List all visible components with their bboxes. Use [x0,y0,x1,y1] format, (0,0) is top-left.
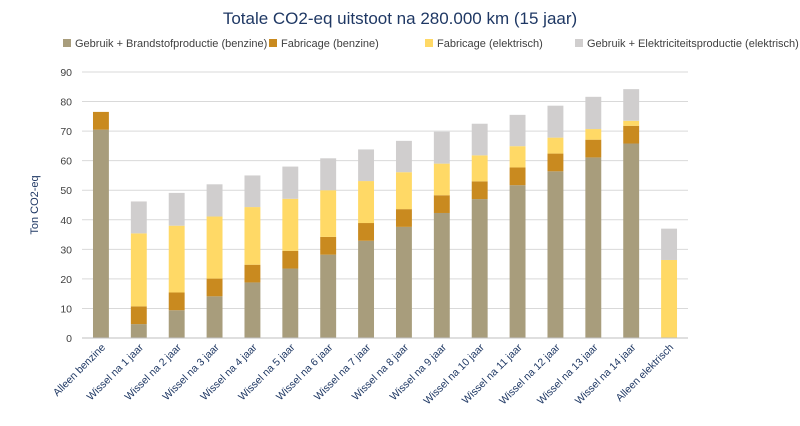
bar-segment-1 [623,143,640,338]
bar-segment-4 [130,201,147,234]
bar-segment-3 [130,233,147,307]
bar-segment-4 [509,114,526,147]
legend-label: Gebruik + Brandstofproductie (benzine) [75,38,267,50]
bar-segment-2 [244,264,261,283]
bar-segment-4 [395,140,412,173]
y-tick-label: 70 [60,126,72,138]
bar-segment-1 [244,282,261,338]
y-axis-label: Ton CO2-eq [29,175,41,234]
bar-segment-1 [585,157,602,338]
bar-segment-3 [585,129,602,140]
bar-segment-4 [358,149,375,182]
chart-title: Totale CO2-eq uitstoot na 280.000 km (15… [223,9,577,28]
y-tick-label: 90 [60,67,72,79]
bar-segment-4 [282,166,299,199]
bar-segment-3 [623,120,640,126]
bar-segment-1 [206,296,223,338]
bar-segment-1 [433,212,450,338]
y-tick-label: 40 [60,215,72,227]
y-tick-label: 60 [60,156,72,168]
bar-segment-3 [471,155,488,182]
y-tick-label: 20 [60,274,72,286]
bar-segment-1 [547,171,564,338]
bar-segment-1 [395,226,412,338]
bar-segment-4 [661,228,678,260]
bar-segment-2 [168,292,185,311]
bar-segment-2 [585,139,602,158]
bar-segment-1 [282,268,299,338]
bar-segment-2 [509,167,526,186]
y-tick-label: 0 [66,333,72,345]
bar-segment-1 [130,324,147,338]
bar-segment-4 [320,158,337,191]
y-axis-ticks: 0 10 20 30 40 50 60 70 80 90 [60,67,72,345]
bar-segment-2 [206,278,223,297]
legend-label: Fabricage (elektrisch) [437,38,543,50]
bar-segment-4 [433,131,450,164]
y-tick-label: 50 [60,185,72,197]
bar-segment-2 [433,195,450,213]
legend-label: Gebruik + Elektriciteitsproductie (elekt… [587,38,799,50]
bar-segment-1 [358,240,375,338]
bar-segment-2 [320,236,337,255]
legend-swatch [425,39,433,47]
bar-segment-4 [471,123,488,156]
bar-segment-3 [282,198,299,251]
bar-segment-3 [206,216,223,279]
bar-segment-2 [471,181,488,200]
bar-segment-4 [585,96,602,130]
bar-segment-3 [547,137,564,154]
bar-segment-4 [547,105,564,138]
bar-segment-1 [92,129,109,338]
bar-segment-3 [168,225,185,293]
bar-segment-4 [623,89,640,121]
bar-segment-3 [509,146,526,168]
legend-label: Fabricage (benzine) [281,38,379,50]
bar-segment-2 [130,306,147,325]
bar-segment-3 [433,163,450,196]
bar-segment-2 [92,111,109,130]
legend: Gebruik + Brandstofproductie (benzine) Fa… [63,38,799,50]
bar-segment-1 [320,254,337,338]
bar-segment-2 [358,223,375,241]
bar-segment-1 [168,310,185,338]
legend-swatch [575,39,583,47]
bar-segment-4 [206,184,223,217]
bar-segment-3 [358,181,375,224]
y-tick-label: 80 [60,97,72,109]
legend-swatch [269,39,277,47]
bar-segment-1 [471,199,488,338]
bar-segment-1 [509,185,526,338]
bar-segment-3 [395,172,412,210]
y-tick-label: 10 [60,303,72,315]
bar-segment-2 [395,209,412,227]
bar-segment-4 [168,192,185,226]
bar-segment-2 [282,250,299,269]
legend-swatch [63,39,71,47]
bar-segment-3 [661,259,678,338]
bar-segment-2 [623,125,640,144]
y-tick-label: 30 [60,244,72,256]
bar-segment-2 [547,153,564,172]
bar-segment-3 [320,190,337,237]
bar-segment-4 [244,175,261,208]
bar-segment-3 [244,207,261,265]
bars [92,89,678,338]
